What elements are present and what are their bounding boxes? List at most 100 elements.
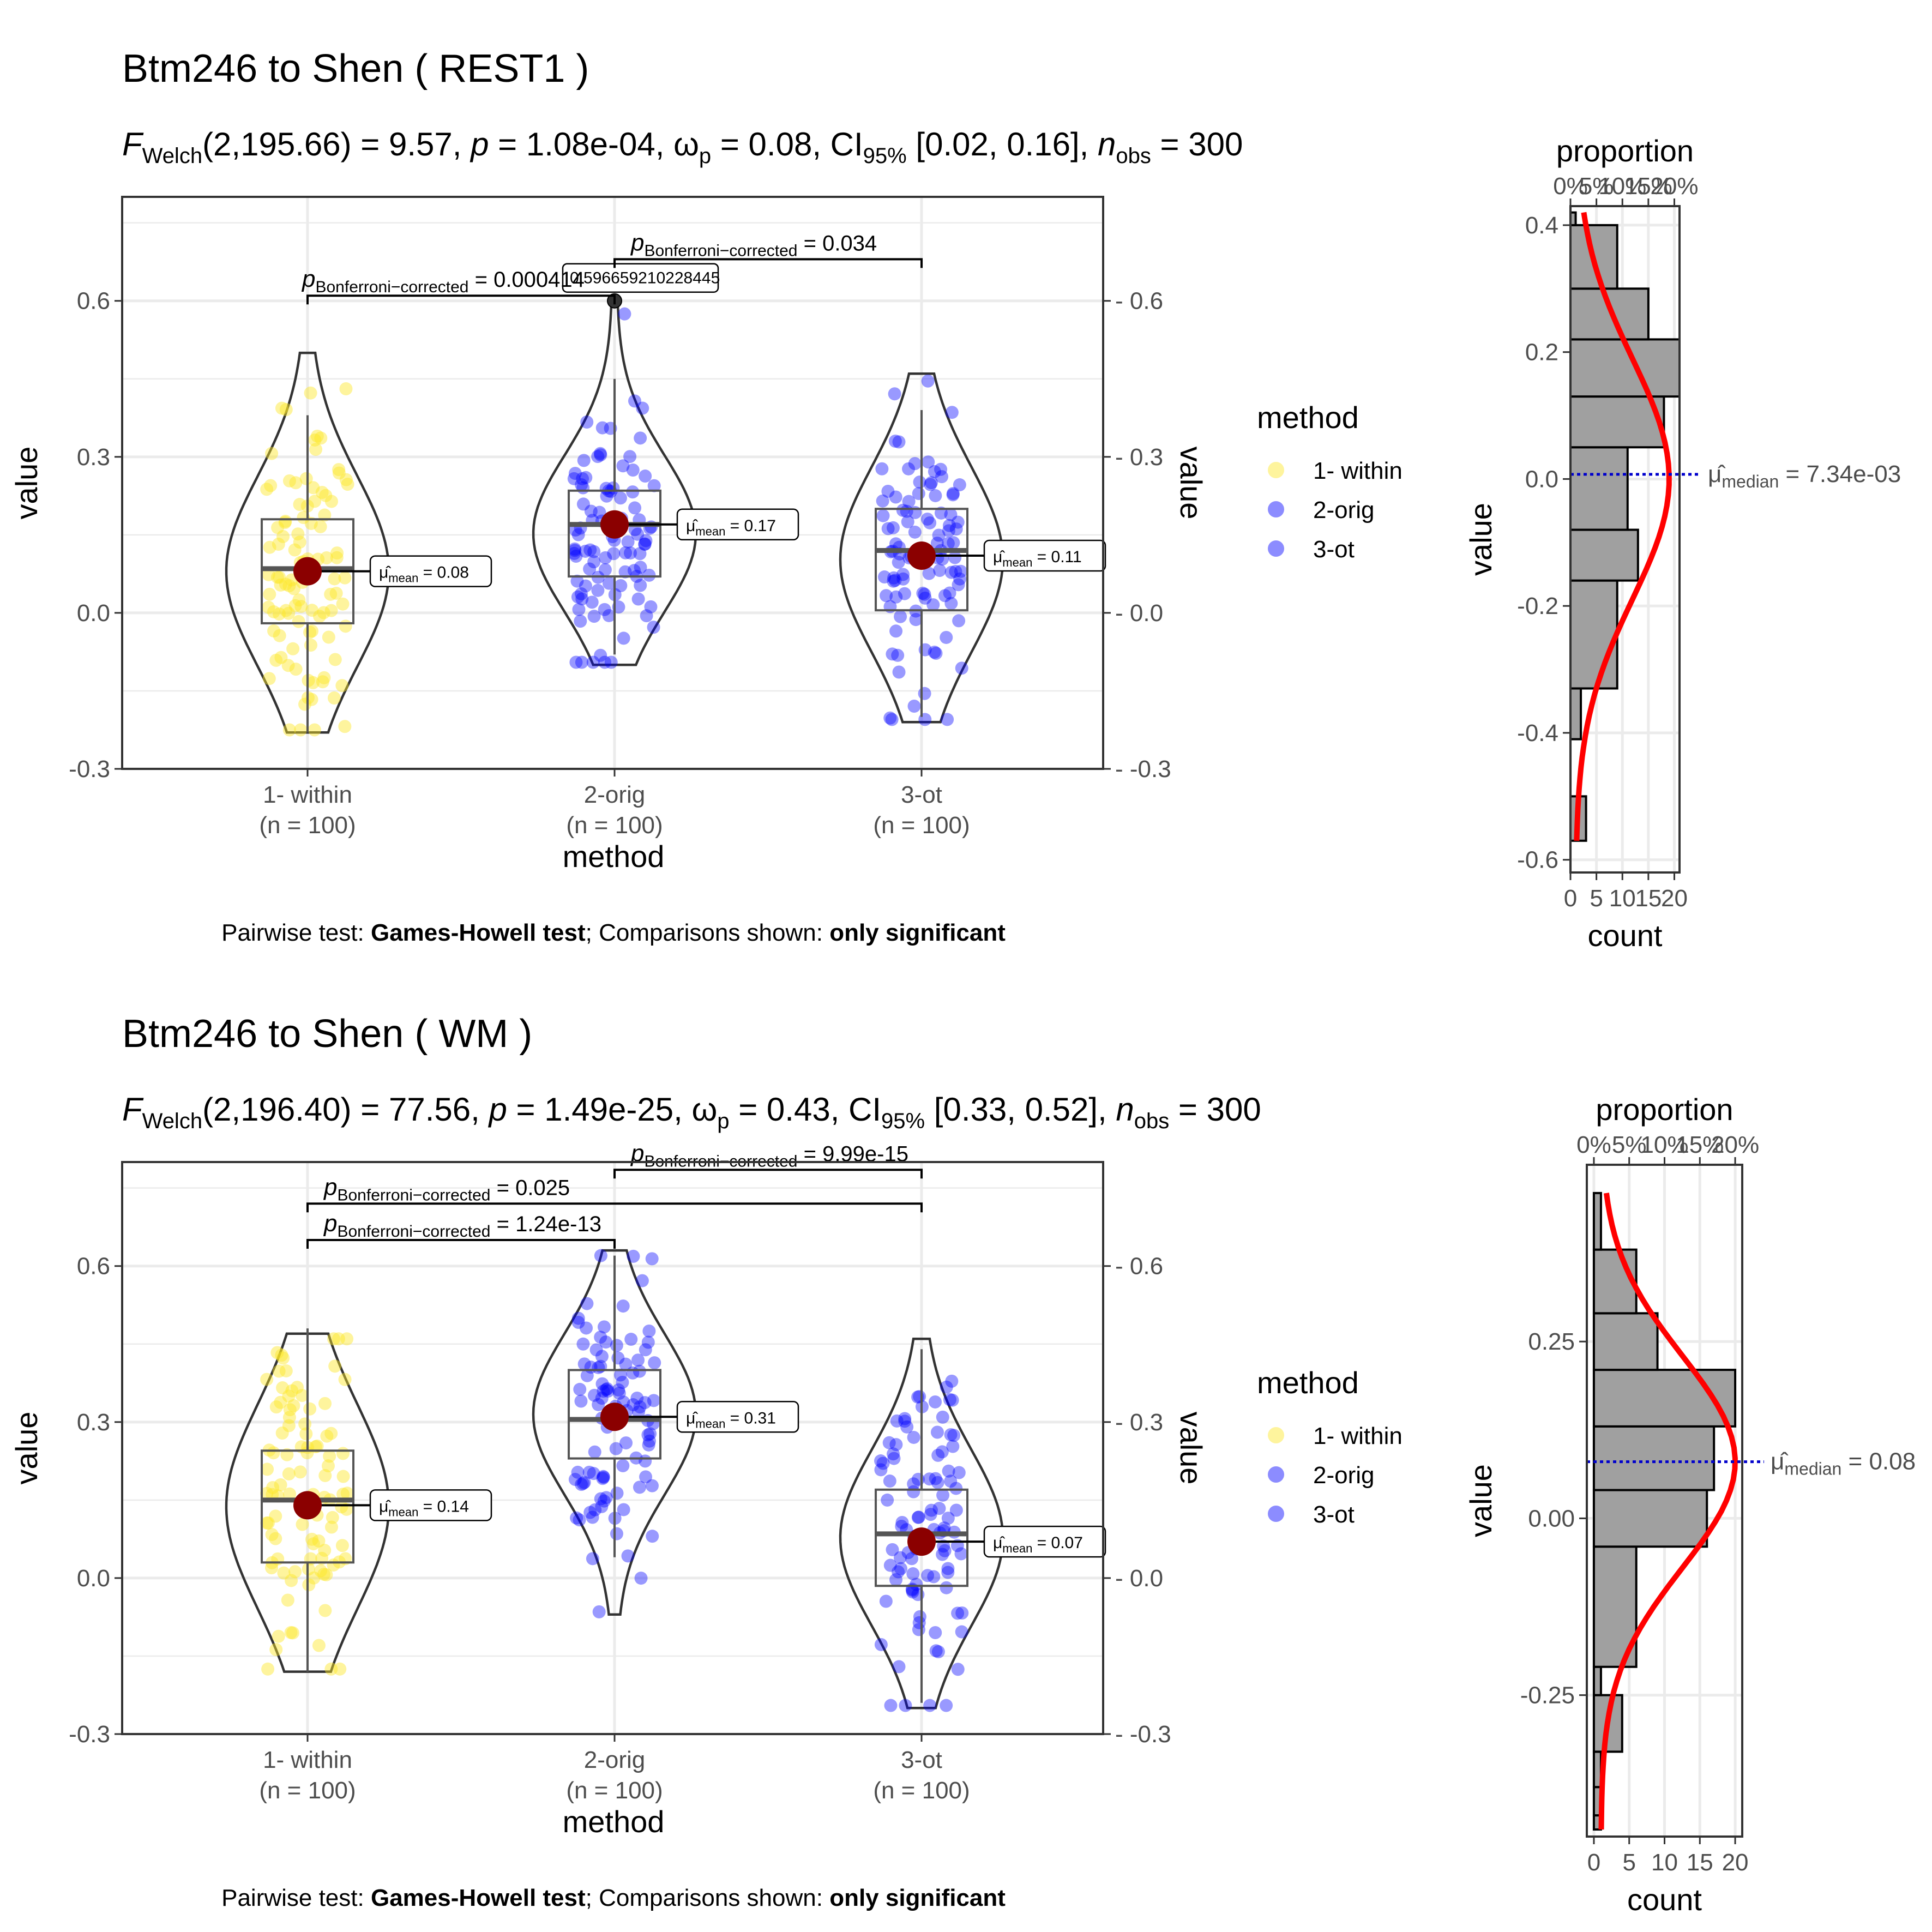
data-point [273,607,286,621]
data-point [260,483,274,496]
data-point [285,1384,299,1398]
data-point [902,462,916,476]
hist-x-tick-label: 20 [1661,885,1688,912]
data-point [948,551,962,564]
data-point [946,1440,960,1453]
data-point [607,547,621,561]
data-point [279,604,293,617]
data-point [267,624,281,638]
data-point [324,1427,338,1440]
x-tick-n-label: (n = 100) [259,1777,356,1804]
legend-label: 3-ot [1313,536,1355,563]
x-tick-n-label: (n = 100) [259,812,356,839]
data-point [336,1447,350,1460]
data-point [264,479,278,492]
data-point [340,1332,354,1346]
data-point [883,1474,896,1488]
data-point [616,1299,630,1313]
data-point [281,1593,294,1607]
data-point [330,546,344,560]
data-point [931,1448,945,1462]
data-point [610,1486,624,1500]
data-point [584,504,598,518]
data-point [902,495,916,508]
data-point [284,1626,298,1639]
data-point [945,406,959,419]
data-point [885,713,899,726]
data-point [570,574,584,588]
group-2-orig: μ̂mean = 0.17 [532,299,799,669]
data-point [947,536,960,550]
data-point [318,1544,332,1557]
data-point [306,676,320,689]
plot-frame [121,196,1104,770]
y-tick-label: 0.0 [77,1565,110,1592]
data-point [260,1516,274,1530]
data-point [300,1446,314,1460]
data-point [282,1389,296,1403]
data-point [302,1578,316,1592]
p-symbol: p [323,1173,337,1200]
legend-key [1268,501,1284,517]
data-point [594,648,607,662]
data-point [906,1567,920,1581]
data-point [319,489,333,502]
data-point [320,551,333,565]
x-tick-label: 2-orig [584,781,646,808]
data-point [946,488,960,502]
data-point [588,1503,602,1516]
data-point [265,1528,279,1542]
violin [839,372,1004,724]
data-point [320,1429,334,1443]
data-point [645,1252,659,1266]
data-point [634,431,647,445]
data-point [270,570,284,584]
data-point [892,435,906,449]
data-point [940,1581,953,1594]
data-point [339,382,353,396]
stat-df-f-value: (2,195.66) = 9.57, [202,126,471,162]
data-point [884,1699,898,1712]
data-point [579,471,593,484]
mean-subscript: mean [1002,556,1032,569]
y2-tick-label: - -0.3 [1115,756,1171,783]
mean-subscript: mean [695,1417,725,1430]
mean-label: μ̂mean = 0.17 [686,517,776,538]
group-1-within: μ̂mean = 0.14 [225,1328,492,1676]
data-point [947,1429,961,1442]
mean-value: = 0.11 [1032,548,1081,566]
hist-y-tick-label: -0.4 [1517,720,1558,747]
data-point [918,713,932,726]
data-point [573,1513,586,1527]
data-point [269,1509,282,1523]
data-point [886,647,899,661]
data-point [324,604,338,617]
hist-x-tick-label: 5 [1590,885,1603,912]
data-point [282,1419,296,1433]
data-point [592,1398,605,1411]
data-point [910,1578,923,1591]
data-point [318,1397,332,1410]
group-3-ot: μ̂mean = 0.07 [839,1337,1106,1712]
median-label: μ̂median = 7.34e-03 [1708,461,1901,491]
data-point [874,1463,888,1477]
data-point [595,1377,609,1391]
data-point [580,416,594,429]
x-tick-n-label: (n = 100) [873,812,970,839]
data-point [306,481,320,495]
data-point [261,1462,274,1476]
data-point [626,464,640,477]
data-point [954,1547,968,1561]
y-tick-label: 0.6 [77,288,110,315]
data-point [894,1562,907,1575]
caption-shown: only significant [829,1885,1006,1911]
data-point [569,549,583,563]
data-point [944,565,958,579]
mu-hat: μ̂ [686,517,698,535]
data-point [575,655,588,669]
data-point [634,561,647,574]
data-point [273,570,286,584]
hist-bar [1569,446,1629,531]
data-point [633,547,647,561]
